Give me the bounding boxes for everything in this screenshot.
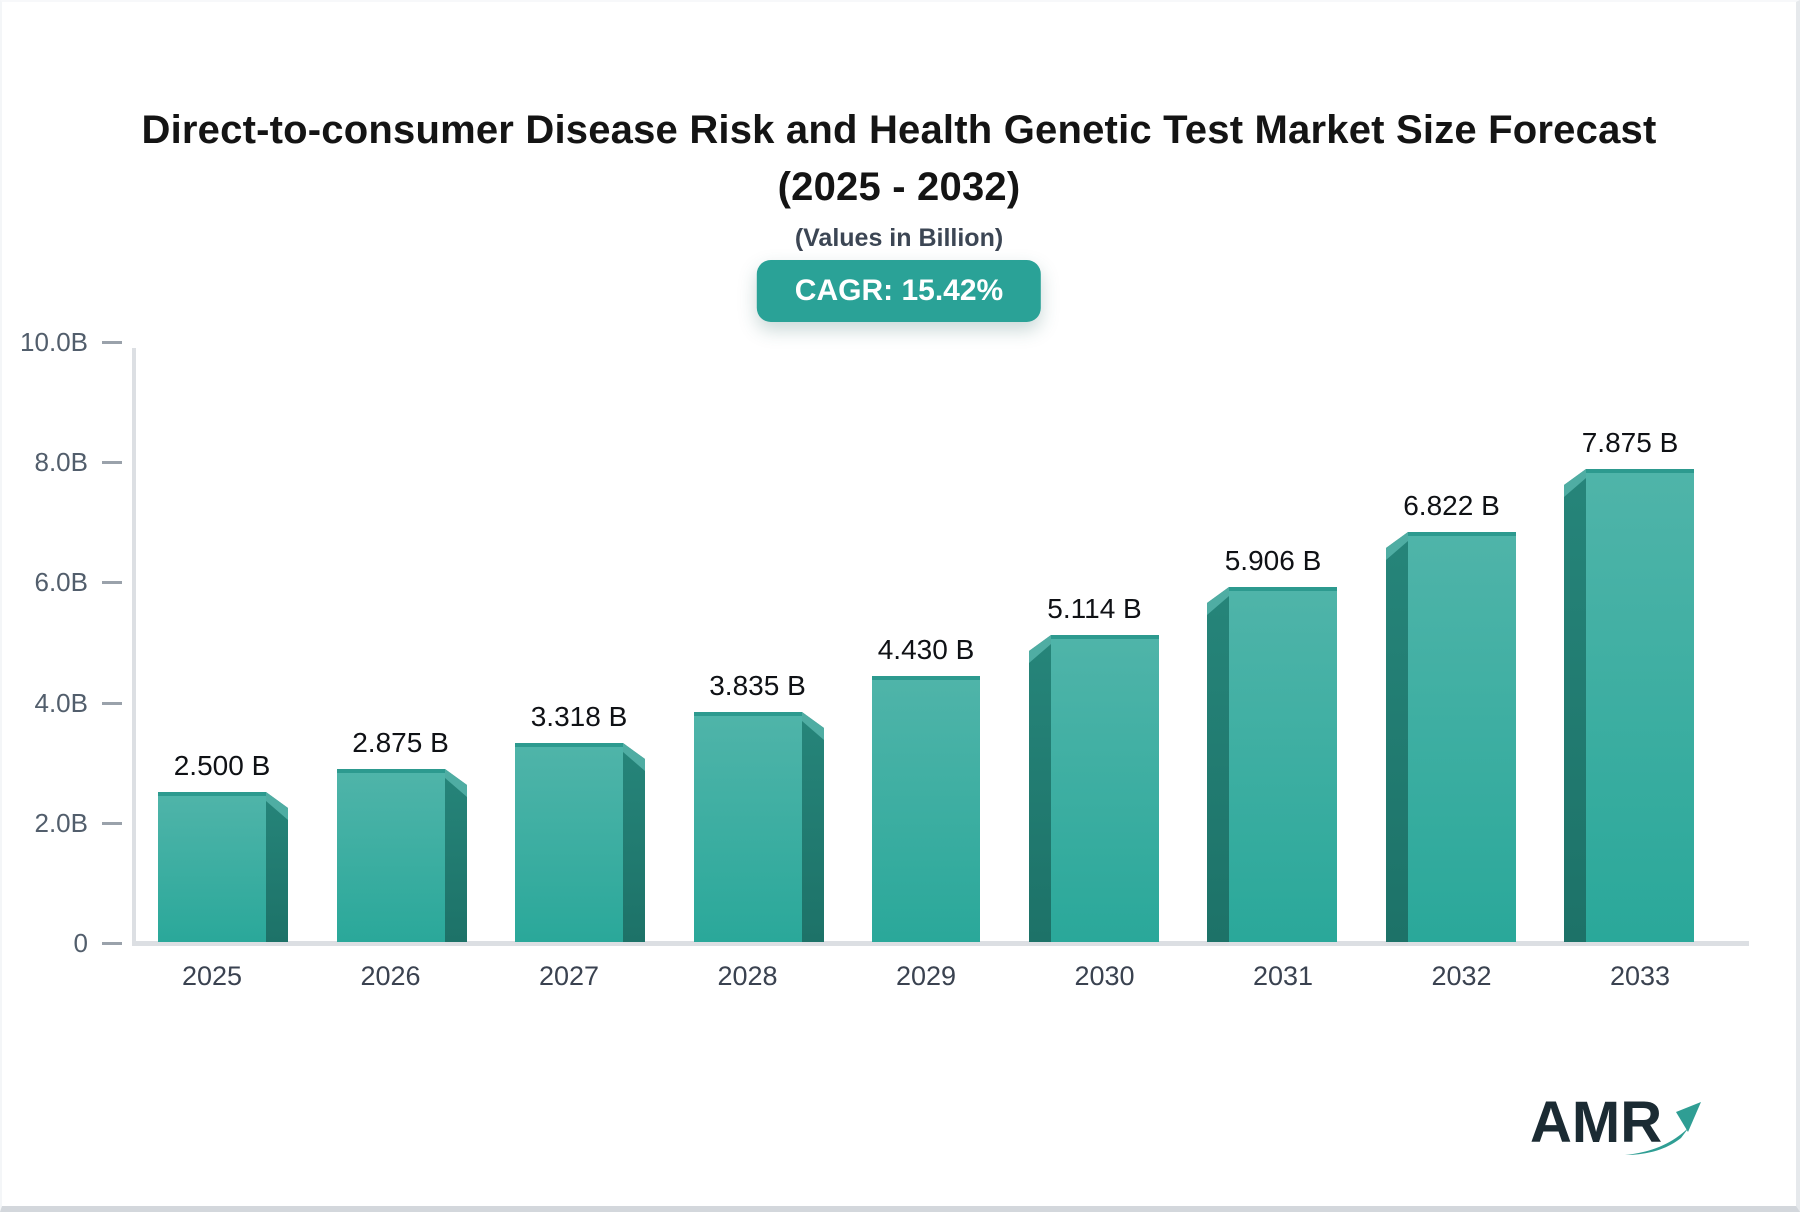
bar-front-face <box>1586 469 1694 942</box>
bar-2029 <box>872 676 980 942</box>
bar-value-label: 3.318 B <box>530 701 628 732</box>
bar-2027 <box>515 743 645 942</box>
bar-2033 <box>1564 469 1694 942</box>
bar-2031 <box>1207 587 1337 942</box>
amr-logo-text: AMR <box>1530 1090 1662 1155</box>
chart-title-line2: (2025 - 2032) <box>777 165 1021 209</box>
y-tick-mark <box>102 581 122 585</box>
chart-title: Direct-to-consumer Disease Risk and Heal… <box>2 102 1796 216</box>
x-tick-label: 2029 <box>895 961 957 991</box>
bar-3d-side <box>1207 587 1229 942</box>
bar-front-face <box>694 712 802 942</box>
bar-value-label: 2.875 B <box>352 727 449 758</box>
bar-3d-side <box>266 792 288 942</box>
bar-3d-side <box>623 743 645 942</box>
y-tick-label: 6.0B <box>34 567 89 598</box>
bar-value-label: 5.114 B <box>1047 593 1142 624</box>
y-tick-mark <box>102 341 122 344</box>
cagr-badge: CAGR: 15.42% <box>756 260 1042 322</box>
bar-3d-side <box>1564 469 1586 942</box>
x-tick-label: 2025 <box>181 961 243 991</box>
bar-front-face <box>158 792 266 942</box>
bar-front-face <box>337 769 445 942</box>
chart-subtitle: (Values in Billion) <box>794 224 1004 252</box>
bar-value-label: 4.430 B <box>877 634 975 665</box>
y-tick-mark <box>102 701 122 705</box>
bar-2026 <box>337 769 467 942</box>
x-tick-label: 2030 <box>1074 961 1135 991</box>
chart-title-line1: Direct-to-consumer Disease Risk and Heal… <box>141 108 1657 152</box>
y-tick-label: 0 <box>73 928 88 958</box>
bar-3d-side <box>445 769 467 942</box>
amr-logo-arrowhead-icon <box>1676 1102 1701 1132</box>
x-tick-label: 2028 <box>717 961 778 991</box>
bar-2025 <box>158 792 288 942</box>
x-tick-label: 2032 <box>1431 961 1492 991</box>
bar-value-label: 5.906 B <box>1224 545 1322 576</box>
bar-2028 <box>694 712 824 942</box>
amr-logo-arrow-icon <box>1625 1126 1690 1155</box>
x-tick-label: 2033 <box>1609 961 1671 991</box>
bar-front-face <box>872 676 980 942</box>
bar-value-label: 2.500 B <box>173 750 271 781</box>
bar-2030 <box>1029 635 1159 942</box>
bar-front-face <box>1051 635 1159 942</box>
bar-value-label: 7.875 B <box>1581 427 1679 458</box>
bar-value-label: 6.822 B <box>1403 490 1500 521</box>
x-tick-label: 2027 <box>538 961 600 991</box>
x-tick-label: 2026 <box>360 961 421 991</box>
y-tick-label: 2.0B <box>34 807 89 838</box>
amr-logo: AMR <box>1530 1090 1701 1155</box>
x-tick-label: 2031 <box>1252 961 1314 991</box>
bar-front-face <box>515 743 623 942</box>
bar-3d-side <box>1386 532 1408 942</box>
y-tick-label: 8.0B <box>34 447 89 478</box>
bar-3d-side <box>1029 635 1051 942</box>
bar-front-face <box>1408 532 1516 942</box>
y-tick-mark <box>102 942 122 945</box>
bar-3d-side <box>802 712 824 942</box>
y-tick-mark <box>102 821 122 825</box>
bar-front-face <box>1229 587 1337 942</box>
bar-2032 <box>1386 532 1516 942</box>
x-axis-line <box>132 941 1749 946</box>
y-tick-mark <box>102 461 122 465</box>
y-tick-label: 4.0B <box>34 687 89 718</box>
y-axis-line <box>132 348 136 945</box>
bar-value-label: 3.835 B <box>709 670 806 701</box>
y-tick-label: 10.0B <box>20 327 88 357</box>
